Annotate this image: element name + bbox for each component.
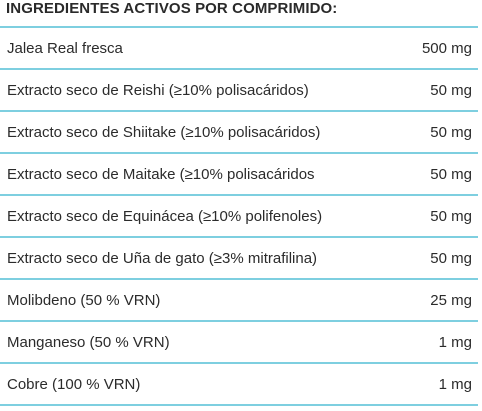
ingredient-amount: 1 mg (438, 333, 472, 351)
table-row: Extracto seco de Uña de gato (≥3% mitraf… (0, 238, 478, 280)
ingredient-amount: 1 mg (438, 375, 472, 393)
table-row: Jalea Real fresca 500 mg (0, 28, 478, 70)
ingredient-amount: 25 mg (430, 291, 472, 309)
ingredient-name: Manganeso (50 % VRN) (7, 333, 170, 351)
ingredient-name: Cobre (100 % VRN) (7, 375, 141, 393)
ingredient-name: Molibdeno (50 % VRN) (7, 291, 161, 309)
ingredient-name: Extracto seco de Equinácea (≥10% polifen… (7, 207, 323, 225)
ingredient-amount: 50 mg (430, 207, 472, 225)
table-row: Extracto seco de Maitake (≥10% polisacár… (0, 154, 478, 196)
ingredient-name: Jalea Real fresca (7, 39, 123, 57)
ingredient-amount: 50 mg (430, 249, 472, 267)
table-row: Extracto seco de Equinácea (≥10% polifen… (0, 196, 478, 238)
ingredient-amount: 50 mg (430, 81, 472, 99)
ingredient-name: Extracto seco de Shiitake (≥10% polisacá… (7, 123, 321, 141)
ingredient-amount: 50 mg (430, 123, 472, 141)
table-row: Molibdeno (50 % VRN) 25 mg (0, 280, 478, 322)
ingredients-table: Jalea Real fresca 500 mg Extracto seco d… (0, 26, 478, 406)
ingredient-name: Extracto seco de Maitake (≥10% polisacár… (7, 165, 315, 183)
ingredient-name: Extracto seco de Reishi (≥10% polisacári… (7, 81, 309, 99)
ingredients-heading: INGREDIENTES ACTIVOS POR COMPRIMIDO: (6, 0, 338, 17)
table-row: Cobre (100 % VRN) 1 mg (0, 364, 478, 406)
ingredient-name: Extracto seco de Uña de gato (≥3% mitraf… (7, 249, 318, 267)
table-row: Extracto seco de Reishi (≥10% polisacári… (0, 70, 478, 112)
table-row: Manganeso (50 % VRN) 1 mg (0, 322, 478, 364)
ingredient-amount: 500 mg (421, 39, 472, 57)
ingredient-amount: 50 mg (430, 165, 472, 183)
table-row: Extracto seco de Shiitake (≥10% polisacá… (0, 112, 478, 154)
